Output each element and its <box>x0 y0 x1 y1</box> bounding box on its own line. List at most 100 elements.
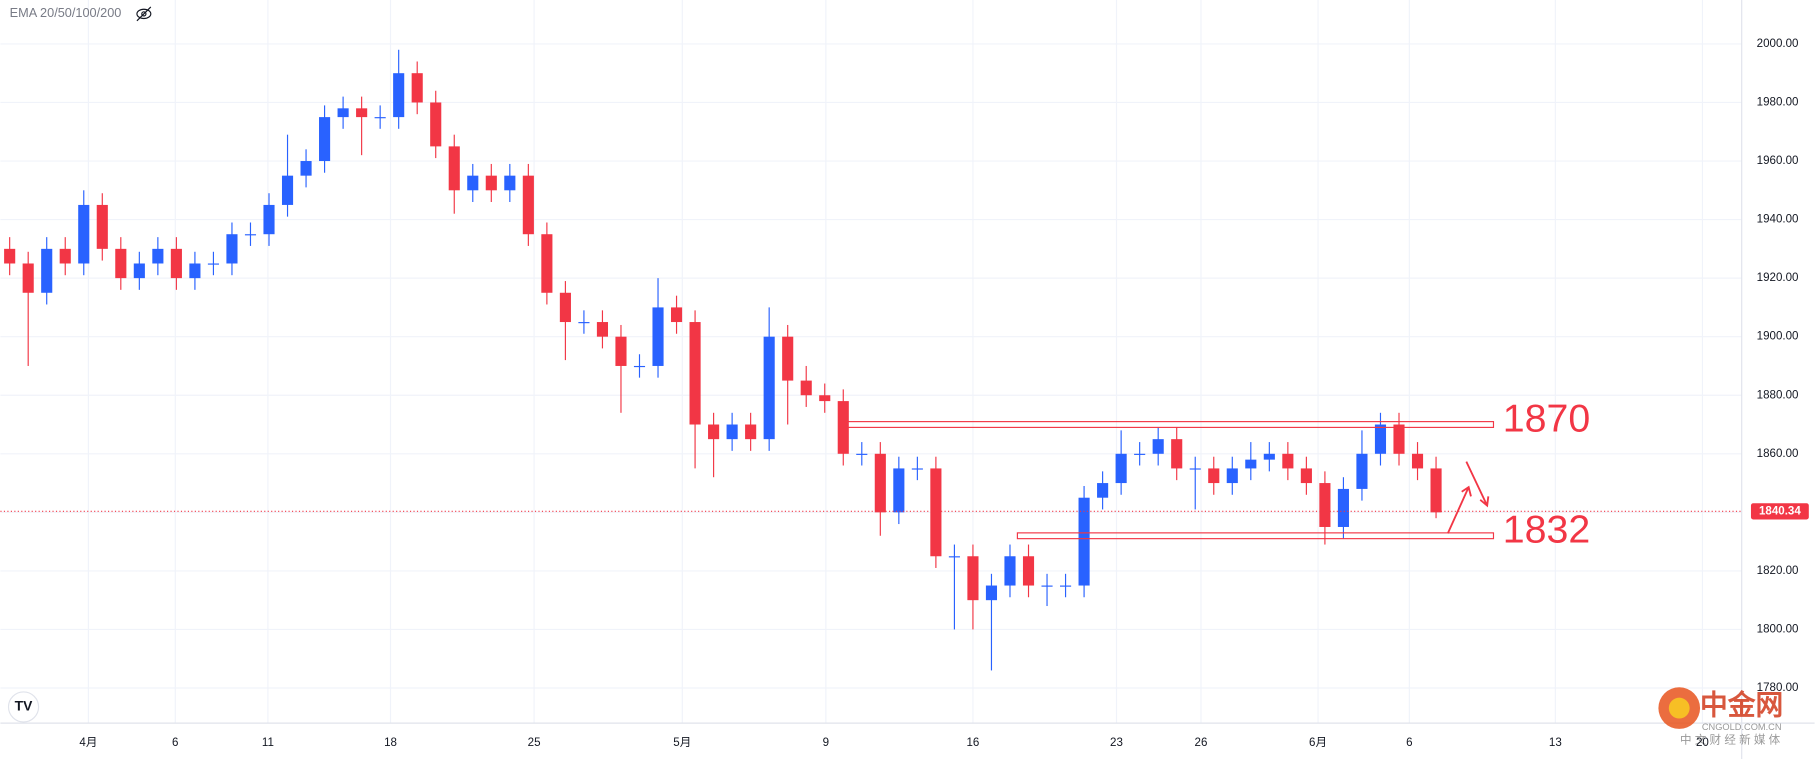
candle-body <box>559 292 571 323</box>
candle-body <box>393 73 405 118</box>
watermark: 中金网 CNGOLD.COM.CN 中 文 财 经 新 媒 体 <box>1658 687 1783 747</box>
x-tick-label: 6 <box>172 737 178 749</box>
candle-body <box>578 322 590 324</box>
watermark-site: CNGOLD.COM.CN <box>1702 722 1782 732</box>
candle-body <box>1226 468 1238 484</box>
level-box <box>1016 532 1495 540</box>
y-tick-label: 1800.00 <box>1757 624 1799 636</box>
candle-body <box>96 204 108 249</box>
candle-body <box>522 175 534 235</box>
candle-body <box>689 322 701 425</box>
candle-body <box>1171 439 1183 469</box>
x-tick-label: 23 <box>1110 737 1123 749</box>
x-tick-label: 9 <box>823 737 829 749</box>
candle-body <box>1134 453 1146 455</box>
x-tick-label: 5月 <box>673 737 691 749</box>
up-arrow <box>1446 485 1472 534</box>
candle-body <box>541 234 553 293</box>
candle-body <box>1374 424 1387 454</box>
candle-body <box>967 556 979 601</box>
indicator-legend: EMA 20/50/100/200 <box>10 5 122 20</box>
candle-body <box>763 336 775 440</box>
candle-body <box>78 204 90 264</box>
svg-text:TV: TV <box>15 698 33 714</box>
candle-body <box>467 175 479 191</box>
candle-body <box>819 395 831 402</box>
candle-body <box>1097 483 1109 498</box>
hide-icon[interactable] <box>136 6 152 22</box>
candles <box>0 49 1742 671</box>
y-tick-label: 1920.00 <box>1757 272 1799 284</box>
y-tick-label: 1900.00 <box>1757 331 1799 343</box>
candle-body <box>4 248 16 264</box>
grid <box>0 0 1742 724</box>
tv-logo[interactable]: TV <box>7 691 40 723</box>
candle-body <box>22 263 34 293</box>
candle-body <box>337 108 349 118</box>
candle-body <box>782 336 794 381</box>
candle-body <box>356 108 368 118</box>
candle-body <box>300 161 312 176</box>
candle-body <box>115 248 127 279</box>
candle-body <box>874 453 886 513</box>
level-label: 1870 <box>1503 396 1591 440</box>
candle-body <box>726 424 738 440</box>
candle-body <box>1041 585 1053 587</box>
candle-body <box>1300 468 1312 484</box>
candle-body <box>615 336 627 366</box>
candle-body <box>745 424 757 440</box>
candle-body <box>41 248 53 293</box>
x-tick-label: 20 <box>1696 737 1709 749</box>
candle-body <box>411 73 423 103</box>
candle-body <box>1430 468 1442 513</box>
candle-body <box>133 263 145 279</box>
candle-body <box>1411 453 1424 469</box>
candle-body <box>504 175 516 191</box>
candle-body <box>152 248 164 264</box>
x-tick-label: 6月 <box>1309 737 1327 749</box>
candle-body <box>1282 453 1294 469</box>
candle-body <box>1078 497 1090 586</box>
candle-body <box>670 307 683 323</box>
x-tick-label: 13 <box>1549 737 1562 749</box>
candle-body <box>189 263 201 279</box>
candle-body <box>1393 424 1405 454</box>
candle-body <box>374 117 386 119</box>
candle-body <box>1263 453 1275 460</box>
y-tick-label: 1960.00 <box>1757 155 1799 167</box>
level-box <box>840 421 1495 428</box>
watermark-brand: 中金网 <box>1700 689 1783 720</box>
x-tick-label: 16 <box>967 737 980 749</box>
watermark-slogan: 中 文 财 经 新 媒 体 <box>1680 733 1781 747</box>
x-tick-label: 11 <box>262 737 274 749</box>
candle-body <box>430 102 442 147</box>
candle-body <box>226 234 238 264</box>
candle-body <box>1004 556 1016 586</box>
y-tick-label: 1820.00 <box>1757 565 1799 577</box>
candle-body <box>800 380 812 396</box>
candle-body <box>893 468 905 513</box>
candle-body <box>1337 488 1349 527</box>
candle-body <box>948 556 960 558</box>
candle-body <box>856 453 868 455</box>
x-tick-label: 6 <box>1406 737 1412 749</box>
candle-body <box>985 585 998 601</box>
candle-body <box>207 263 219 265</box>
candle-body <box>59 248 71 264</box>
y-tick-label: 2000.00 <box>1757 38 1799 50</box>
candle-body <box>652 307 664 366</box>
candle-body <box>1319 483 1331 527</box>
candle-body <box>911 468 923 470</box>
x-tick-label: 4月 <box>79 737 97 749</box>
y-tick-label: 1860.00 <box>1757 448 1799 460</box>
candle-body <box>448 146 460 191</box>
candle-body <box>281 175 294 205</box>
candle-body <box>1245 459 1257 469</box>
y-tick-label: 1880.00 <box>1757 389 1799 401</box>
level-label: 1832 <box>1503 508 1591 552</box>
down-arrow <box>1465 461 1490 508</box>
candle-body <box>1060 585 1072 587</box>
candle-body <box>1022 556 1035 586</box>
